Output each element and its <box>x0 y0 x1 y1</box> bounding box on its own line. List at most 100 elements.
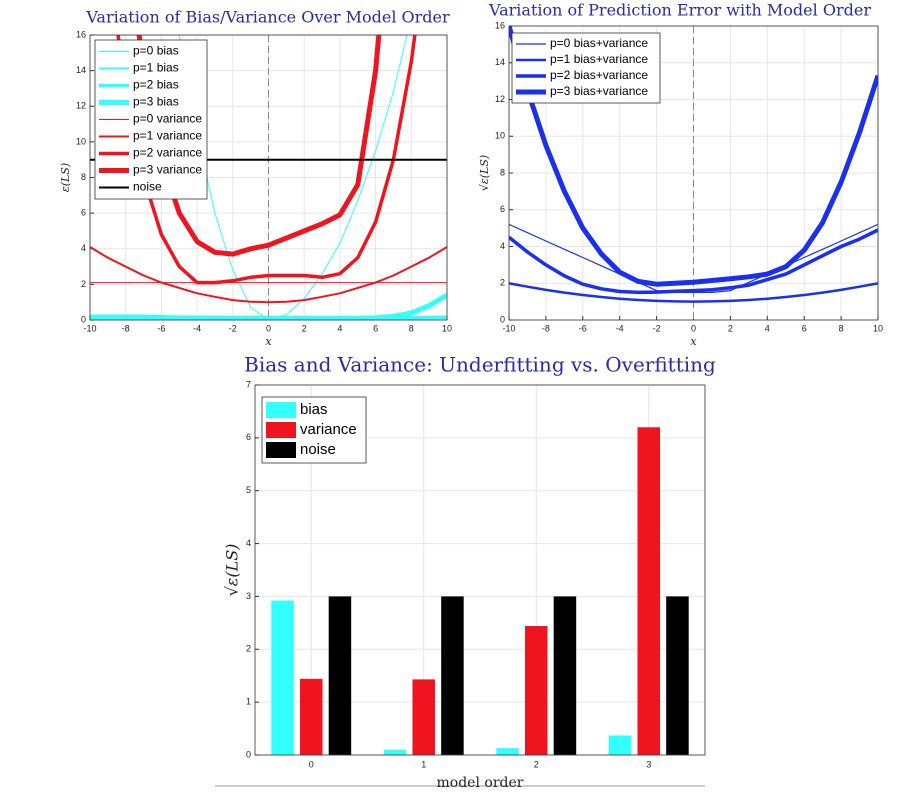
x-tick-label: 8 <box>409 323 414 333</box>
bar <box>553 596 577 755</box>
x-tick-label: 10 <box>442 323 452 333</box>
legend-label: p=1 variance <box>133 129 202 143</box>
x-tick-label: 2 <box>728 323 733 333</box>
chart-title: Variation of Bias/Variance Over Model Or… <box>85 8 450 27</box>
legend-label: noise <box>133 180 162 194</box>
chart-title: Variation of Prediction Error with Model… <box>488 1 871 20</box>
y-axis-label: √ε(LS) <box>223 544 242 597</box>
bar <box>496 748 519 755</box>
bar <box>608 735 632 755</box>
legend-label: p=1 bias+variance <box>550 52 648 66</box>
x-axis-label: x <box>690 335 697 348</box>
x-axis-label: model order <box>437 775 524 791</box>
legend-label: p=0 bias+variance <box>550 36 648 50</box>
bar <box>525 626 548 755</box>
y-tick-label: 1 <box>246 697 251 707</box>
x-tick-label: 0 <box>691 323 696 333</box>
x-tick-label: 6 <box>802 323 807 333</box>
bar <box>328 596 352 755</box>
x-tick-label: -2 <box>229 323 237 333</box>
bar <box>666 596 689 755</box>
bar <box>271 600 294 755</box>
x-tick-label: 3 <box>646 759 651 769</box>
legend-label: p=0 variance <box>133 112 202 126</box>
y-tick-label: 10 <box>495 131 505 141</box>
y-tick-label: 2 <box>246 644 251 654</box>
y-tick-label: 2 <box>500 278 505 288</box>
bar <box>383 749 407 755</box>
x-tick-label: -6 <box>579 323 587 333</box>
x-tick-label: 4 <box>337 323 342 333</box>
y-tick-label: 8 <box>500 167 505 177</box>
legend-label: p=3 variance <box>133 163 202 177</box>
legend-swatch <box>266 402 296 418</box>
x-tick-label: 6 <box>373 323 378 333</box>
y-tick-label: 0 <box>81 314 86 324</box>
legend-label: noise <box>300 441 336 458</box>
y-tick-label: 14 <box>76 65 86 75</box>
series-line <box>509 228 878 295</box>
y-tick-label: 4 <box>246 538 251 548</box>
series-line <box>90 292 447 320</box>
x-tick-label: -10 <box>83 323 96 333</box>
legend-swatch <box>266 442 296 458</box>
legend-label: p=3 bias+variance <box>550 84 648 98</box>
series-line <box>509 223 878 293</box>
y-tick-label: 7 <box>246 379 251 389</box>
plot-frame <box>89 34 448 321</box>
legend-label: variance <box>300 421 357 438</box>
y-tick-label: 16 <box>495 20 505 30</box>
series-line <box>509 26 878 287</box>
chart-title: Bias and Variance: Underfitting vs. Over… <box>244 353 716 377</box>
bar <box>637 427 660 755</box>
x-tick-label: 8 <box>839 323 844 333</box>
y-tick-label: 6 <box>500 204 505 214</box>
y-axis-label: √ε(LS) <box>478 155 491 191</box>
plot-frame <box>254 384 706 756</box>
x-tick-label: -6 <box>157 323 165 333</box>
y-tick-label: 12 <box>495 94 505 104</box>
bar <box>300 678 323 755</box>
series-group <box>509 26 878 303</box>
y-tick-label: 0 <box>500 314 505 324</box>
plot-frame <box>508 25 879 321</box>
legend-label: bias <box>300 401 328 418</box>
y-tick-label: 2 <box>81 279 86 289</box>
y-axis-label: ε(LS) <box>59 163 72 192</box>
y-tick-label: 5 <box>246 485 251 495</box>
x-tick-label: -4 <box>193 323 201 333</box>
series-line <box>178 35 408 320</box>
y-tick-label: 3 <box>246 591 251 601</box>
legend-swatch <box>266 422 296 438</box>
bar <box>441 596 464 755</box>
x-tick-label: -4 <box>616 323 624 333</box>
y-tick-label: 6 <box>246 432 251 442</box>
y-tick-label: 6 <box>81 208 86 218</box>
x-tick-label: 0 <box>266 323 271 333</box>
y-tick-label: 16 <box>76 29 86 39</box>
legend-label: p=1 bias <box>133 61 179 75</box>
x-tick-label: -10 <box>502 323 515 333</box>
y-tick-label: 8 <box>81 172 86 182</box>
x-tick-label: -2 <box>653 323 661 333</box>
x-tick-label: 2 <box>302 323 307 333</box>
y-tick-label: 4 <box>81 243 86 253</box>
x-tick-label: 4 <box>765 323 770 333</box>
legend-label: p=2 bias+variance <box>550 68 648 82</box>
legend-label: p=0 bias <box>133 44 179 58</box>
x-tick-label: 1 <box>421 759 426 769</box>
y-tick-label: 12 <box>76 101 86 111</box>
y-tick-label: 0 <box>246 749 251 759</box>
x-axis-label: x <box>265 335 272 348</box>
x-tick-label: 10 <box>873 323 883 333</box>
y-tick-label: 10 <box>76 136 86 146</box>
series-line <box>90 246 447 304</box>
y-tick-label: 4 <box>500 241 505 251</box>
legend-label: p=2 bias <box>133 78 179 92</box>
legend-label: p=3 bias <box>133 95 179 109</box>
y-tick-label: 14 <box>495 57 505 67</box>
bar <box>412 679 435 755</box>
x-tick-label: 2 <box>534 759 539 769</box>
